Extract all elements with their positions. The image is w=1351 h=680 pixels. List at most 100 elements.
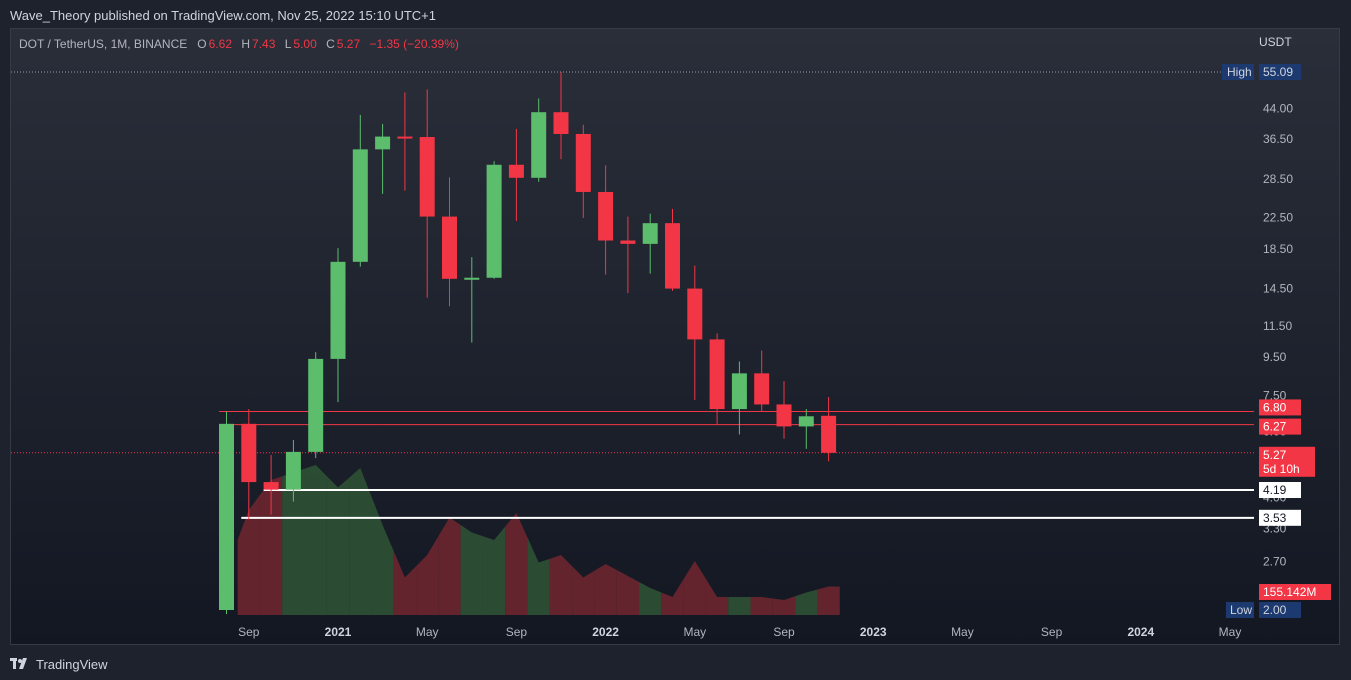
level-tag-6-27: 6.27 bbox=[1259, 418, 1301, 435]
tradingview-brand[interactable]: TradingView bbox=[36, 656, 108, 672]
axis-currency-label: USDT bbox=[1259, 35, 1292, 49]
candle[interactable] bbox=[397, 92, 413, 191]
candle-body bbox=[241, 423, 257, 483]
candle-body bbox=[352, 149, 368, 262]
volume-bar bbox=[371, 496, 394, 615]
volume-bar bbox=[705, 579, 729, 615]
volume-bar bbox=[237, 495, 260, 615]
candle[interactable] bbox=[821, 397, 837, 462]
high-value-bg bbox=[1259, 64, 1301, 80]
symbol-name[interactable]: DOT / TetherUS, 1M, BINANCE bbox=[19, 37, 188, 51]
y-tick-label: 28.50 bbox=[1263, 172, 1293, 186]
level-tag-6-80-text: 6.80 bbox=[1263, 400, 1287, 414]
symbol-legend: DOT / TetherUS, 1M, BINANCE O 6.62 H 7.43 … bbox=[19, 37, 459, 51]
x-tick-label: 2023 bbox=[860, 625, 887, 639]
last-price-tag-text: 5d 10h bbox=[1263, 462, 1300, 476]
candle[interactable] bbox=[375, 123, 391, 194]
volume-bar bbox=[349, 468, 372, 615]
y-tick-label: 7.50 bbox=[1263, 389, 1287, 403]
high-value: 55.09 bbox=[1263, 65, 1293, 79]
volume-bar bbox=[572, 566, 595, 615]
volume-bar bbox=[460, 525, 483, 615]
low-value: 5.00 bbox=[293, 37, 317, 51]
level-tag-6-27-bg bbox=[1259, 418, 1301, 435]
volume-bar bbox=[259, 476, 283, 615]
candle-body bbox=[397, 136, 413, 139]
candle[interactable] bbox=[687, 265, 703, 400]
volume-bar bbox=[527, 537, 550, 615]
candle[interactable] bbox=[531, 98, 547, 182]
candle-body bbox=[709, 339, 725, 410]
y-tick-label: 18.50 bbox=[1263, 242, 1293, 256]
open-label: O bbox=[197, 37, 207, 51]
candle[interactable] bbox=[665, 208, 680, 291]
level-tag-3-53-bg bbox=[1259, 509, 1301, 526]
x-tick-label: May bbox=[416, 625, 439, 639]
candle[interactable] bbox=[731, 361, 747, 435]
volume-bar bbox=[482, 526, 506, 615]
y-tick-label: 11.50 bbox=[1263, 319, 1292, 333]
level-tag-4-19: 4.19 bbox=[1259, 482, 1301, 499]
candle-body bbox=[308, 358, 324, 452]
low-label: Low bbox=[1230, 603, 1252, 617]
x-tick-label: May bbox=[1219, 625, 1242, 639]
y-tick-label: 2.70 bbox=[1263, 554, 1287, 568]
volume-tag-text: 155.142M bbox=[1263, 585, 1316, 599]
candle-body bbox=[464, 277, 480, 280]
candle[interactable] bbox=[642, 213, 658, 274]
candle[interactable] bbox=[442, 177, 457, 307]
low-badge-bg bbox=[1226, 602, 1254, 618]
candle-body bbox=[219, 423, 234, 610]
candle[interactable] bbox=[285, 440, 301, 502]
volume-bar bbox=[393, 551, 417, 615]
candle-body bbox=[575, 133, 591, 192]
high-label: H bbox=[241, 37, 251, 51]
candle[interactable] bbox=[308, 352, 324, 459]
candle[interactable] bbox=[263, 454, 279, 515]
volume-bar bbox=[505, 513, 528, 615]
tradingview-logo-icon[interactable] bbox=[10, 658, 30, 670]
candle-body bbox=[731, 373, 747, 410]
candle[interactable] bbox=[754, 350, 770, 412]
high-badge-bg bbox=[1222, 64, 1254, 80]
low-label: L bbox=[284, 37, 292, 51]
volume-bar bbox=[549, 555, 573, 615]
candle-body bbox=[263, 482, 279, 490]
x-tick-label: 2024 bbox=[1127, 625, 1154, 639]
last-price-tag-bg bbox=[1259, 446, 1315, 477]
candle[interactable] bbox=[553, 72, 569, 160]
candle[interactable] bbox=[464, 257, 480, 343]
candle[interactable] bbox=[709, 333, 725, 424]
candle[interactable] bbox=[486, 161, 502, 279]
x-tick-label: May bbox=[951, 625, 974, 639]
volume-bar bbox=[594, 564, 617, 615]
candle[interactable] bbox=[598, 165, 614, 275]
candle-body bbox=[330, 261, 346, 359]
chart-panel[interactable]: USDT 44.00 36.50 28.50 22.50 18.50 14.50 11.50 9… bbox=[10, 28, 1340, 645]
candle[interactable] bbox=[241, 409, 257, 520]
high-label: High bbox=[1227, 65, 1252, 79]
volume-bar bbox=[661, 579, 684, 615]
candle[interactable] bbox=[352, 114, 368, 267]
candle[interactable] bbox=[776, 381, 792, 439]
candle[interactable] bbox=[575, 124, 591, 219]
low-value: 2.00 bbox=[1263, 603, 1287, 617]
candle[interactable] bbox=[219, 411, 234, 615]
volume-bar bbox=[416, 536, 439, 615]
candle-body bbox=[620, 240, 636, 244]
x-tick-label: 2021 bbox=[325, 625, 352, 639]
candle[interactable] bbox=[620, 216, 636, 294]
candle[interactable] bbox=[330, 248, 346, 403]
candle[interactable] bbox=[508, 128, 524, 221]
candle[interactable] bbox=[419, 89, 435, 298]
price-chart[interactable]: USDT 44.00 36.50 28.50 22.50 18.50 14.50 11.50 9… bbox=[11, 29, 1340, 645]
volume-bar bbox=[616, 570, 640, 615]
candle-body bbox=[687, 288, 703, 340]
volume-tag: 155.142M bbox=[1259, 584, 1331, 600]
x-tick-label: Sep bbox=[238, 625, 260, 639]
candle[interactable] bbox=[798, 409, 814, 449]
volume-bar bbox=[750, 597, 773, 615]
volume-bar bbox=[683, 561, 706, 615]
candle-body bbox=[553, 112, 569, 134]
